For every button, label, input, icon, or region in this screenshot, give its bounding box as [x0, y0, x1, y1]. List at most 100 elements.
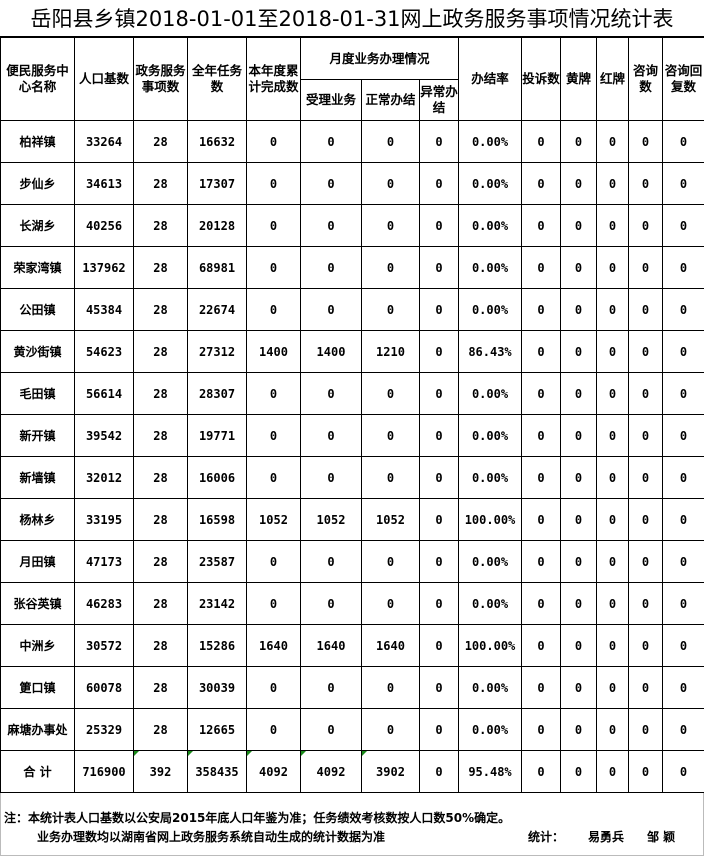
header-name: 便民服务中心名称 [0, 37, 75, 121]
cell-value: 27312 [187, 330, 247, 373]
cell-value: 0 [628, 330, 663, 373]
cell-value: 54623 [74, 330, 134, 373]
cell-value: 716900 [74, 750, 134, 793]
cell-value: 0 [628, 204, 663, 247]
cell-value: 0 [628, 624, 663, 667]
cell-name: 毛田镇 [0, 372, 75, 415]
cell-value: 86.43% [458, 330, 522, 373]
cell-value: 1052 [246, 498, 301, 541]
stat-label: 统计： [528, 830, 565, 844]
cell-value: 0 [300, 666, 362, 709]
cell-value: 100.00% [458, 624, 522, 667]
cell-value: 46283 [74, 582, 134, 625]
cell-value: 0 [419, 204, 459, 247]
cell-value: 28 [133, 414, 188, 457]
cell-value: 0 [662, 456, 704, 499]
cell-value: 0 [521, 540, 561, 583]
cell-value: 0.00% [458, 456, 522, 499]
cell-value: 1640 [246, 624, 301, 667]
cell-value: 0 [560, 708, 597, 751]
cell-value: 0 [361, 708, 420, 751]
cell-value: 12665 [187, 708, 247, 751]
cell-value: 0 [596, 456, 629, 499]
header-rate: 办结率 [458, 37, 522, 121]
table-row: 新开镇 39542 28 19771 0 0 0 0 0.00% 0 0 0 0 0 [0, 414, 704, 457]
cell-value: 28 [133, 288, 188, 331]
table-row: 新墙镇 32012 28 16006 0 0 0 0 0.00% 0 0 0 0 0 [0, 456, 704, 499]
table-row: 公田镇 45384 28 22674 0 0 0 0 0.00% 0 0 0 0 0 [0, 288, 704, 331]
cell-name: 步仙乡 [0, 162, 75, 205]
cell-value: 0 [521, 288, 561, 331]
cell-value: 0 [596, 330, 629, 373]
header-annual: 全年任务数 [187, 37, 247, 121]
cell-value: 0 [628, 666, 663, 709]
cell-value: 0 [628, 414, 663, 457]
table-row: 步仙乡 34613 28 17307 0 0 0 0 0.00% 0 0 0 0 0 [0, 162, 704, 205]
cell-value: 0 [662, 204, 704, 247]
header-yellow: 黄牌 [560, 37, 597, 121]
cell-value: 0 [521, 624, 561, 667]
cell-value: 4092 [300, 750, 362, 793]
table-row: 长湖乡 40256 28 20128 0 0 0 0 0.00% 0 0 0 0 0 [0, 204, 704, 247]
header-red: 红牌 [596, 37, 629, 121]
cell-value: 0 [521, 414, 561, 457]
cell-value: 0.00% [458, 372, 522, 415]
cell-value: 30039 [187, 666, 247, 709]
cell-value: 0 [419, 414, 459, 457]
header-abnormal: 异常办结 [419, 79, 459, 121]
cell-value: 0 [662, 288, 704, 331]
cell-value: 0 [361, 204, 420, 247]
cell-value: 0 [419, 666, 459, 709]
cell-value: 137962 [74, 246, 134, 289]
cell-value: 0 [628, 456, 663, 499]
cell-value: 28 [133, 666, 188, 709]
header-complaints: 投诉数 [521, 37, 561, 121]
cell-value: 28 [133, 498, 188, 541]
cell-value: 0 [560, 372, 597, 415]
cell-value: 0 [662, 372, 704, 415]
cell-value: 0 [361, 540, 420, 583]
cell-name: 新墙镇 [0, 456, 75, 499]
cell-value: 0 [560, 414, 597, 457]
cell-value: 0 [300, 456, 362, 499]
cell-value: 0 [521, 666, 561, 709]
cell-value: 0 [246, 204, 301, 247]
cell-value: 0 [246, 540, 301, 583]
cell-value: 1640 [361, 624, 420, 667]
cell-value: 60078 [74, 666, 134, 709]
cell-value: 0 [361, 246, 420, 289]
cell-value: 0 [361, 456, 420, 499]
cell-value: 0 [419, 582, 459, 625]
header-accepted: 受理业务 [300, 79, 362, 121]
cell-value: 28 [133, 708, 188, 751]
stat-person2: 邹 颖 [647, 830, 676, 844]
cell-value: 0 [419, 540, 459, 583]
cell-value: 0 [300, 162, 362, 205]
cell-value: 100.00% [458, 498, 522, 541]
cell-value: 0 [628, 540, 663, 583]
cell-value: 3902 [361, 750, 420, 793]
cell-value: 0 [596, 666, 629, 709]
cell-value: 1640 [300, 624, 362, 667]
cell-value: 28 [133, 162, 188, 205]
cell-value: 1052 [361, 498, 420, 541]
cell-name: 荣家湾镇 [0, 246, 75, 289]
cell-value: 0 [521, 120, 561, 163]
cell-value: 22674 [187, 288, 247, 331]
cell-value: 0.00% [458, 288, 522, 331]
cell-name: 杨林乡 [0, 498, 75, 541]
cell-value: 0 [419, 120, 459, 163]
cell-value: 95.48% [458, 750, 522, 793]
table-row: 杨林乡 33195 28 16598 1052 1052 1052 0 100.00% 0 0 0 0 0 [0, 498, 704, 541]
cell-value: 0 [246, 246, 301, 289]
cell-value: 1400 [246, 330, 301, 373]
cell-value: 0.00% [458, 246, 522, 289]
cell-value: 0 [361, 162, 420, 205]
cell-value: 17307 [187, 162, 247, 205]
cell-value: 15286 [187, 624, 247, 667]
header-normal: 正常办结 [361, 79, 420, 121]
cell-value: 0 [246, 288, 301, 331]
cell-value: 28 [133, 246, 188, 289]
cell-value: 28 [133, 456, 188, 499]
